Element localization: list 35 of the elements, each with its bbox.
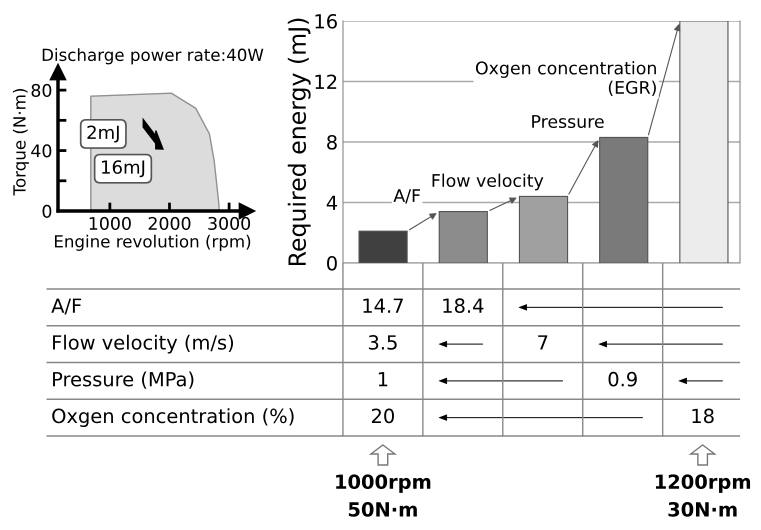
y-tick-label: 0 [327,256,337,271]
text: 1200rpm 30N·m [656,474,750,517]
x-tick-label: 3000 [208,216,250,230]
text: 1 [378,372,388,386]
category-label: Oxgen concentration (%) [52,408,294,428]
text: 18.4 [443,298,484,314]
chart-title: Discharge power rate:40W [42,48,264,64]
y-tick-label: 12 [316,74,336,89]
y-axis-title: Required energy (mJ) [288,18,311,266]
text: 0.9 [608,372,637,387]
annotation: Flow velocity [432,174,544,190]
y-tick-label: 80 [32,84,52,97]
annotation: Pressure [532,115,604,128]
annotation: 2mJ [87,126,119,143]
y-axis-title: Torque (N·m) [12,89,29,196]
text: 1000rpm 50N·m [336,474,430,517]
y-tick-label: 40 [31,144,52,158]
text: 3.5 [368,335,397,350]
text: 18 [692,408,714,424]
x-tick-label: 2000 [148,216,190,230]
annotation: A/F [393,189,420,204]
text: 7 [538,335,548,350]
x-tick-label: 1000 [90,216,131,230]
y-tick-label: 0 [42,204,52,218]
y-tick-label: 8 [327,134,337,150]
annotation: Oxgen concentration (EGR) [476,61,656,96]
category-label: A/F [51,298,82,315]
y-tick-label: 4 [326,196,338,210]
y-tick-label: 16 [316,14,337,29]
x-axis-title: Engine revolution (rpm) [54,234,250,251]
category-label: Flow velocity (m/s) [53,334,234,354]
text: 20 [372,408,394,424]
text: 14.7 [363,298,403,313]
category-label: Pressure (MPa) [53,371,194,389]
annotation: 16mJ [102,160,144,178]
